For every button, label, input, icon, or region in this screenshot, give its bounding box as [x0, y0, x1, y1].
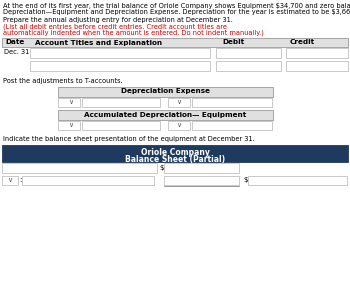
Bar [164, 176, 239, 185]
Text: Debit: Debit [222, 39, 244, 46]
Text: Indicate the balance sheet presentation of the equipment at December 31.: Indicate the balance sheet presentation … [3, 136, 255, 142]
Bar [2, 145, 348, 162]
Bar [58, 87, 273, 97]
Text: Date: Date [5, 39, 24, 46]
Bar [168, 121, 190, 130]
Text: Account Titles and Explanation: Account Titles and Explanation [35, 39, 162, 46]
Text: automatically indented when the amount is entered. Do not indent manually.): automatically indented when the amount i… [3, 29, 264, 35]
Text: ∨: ∨ [176, 99, 182, 105]
Bar [168, 98, 190, 107]
Bar [2, 176, 18, 185]
Bar [82, 121, 160, 130]
Text: ∨: ∨ [69, 99, 74, 105]
Text: Post the adjustments to T-accounts.: Post the adjustments to T-accounts. [3, 78, 123, 84]
Bar [82, 98, 160, 107]
Text: At the end of its first year, the trial balance of Oriole Company shows Equipmen: At the end of its first year, the trial … [3, 3, 350, 9]
Bar [216, 48, 281, 58]
Bar [164, 163, 239, 173]
Bar [248, 176, 347, 185]
Text: Dec. 31: Dec. 31 [4, 49, 29, 55]
Text: $: $ [159, 165, 163, 171]
Bar [216, 61, 281, 71]
Bar [58, 110, 273, 120]
Text: (List all debit entries before credit entries. Credit account titles are: (List all debit entries before credit en… [3, 23, 227, 30]
Bar [2, 163, 157, 173]
Bar [30, 48, 210, 58]
Text: ∨: ∨ [69, 122, 74, 128]
Text: Accumulated Depreciation— Equipment: Accumulated Depreciation— Equipment [84, 111, 247, 117]
Bar [22, 176, 154, 185]
Bar [192, 121, 272, 130]
Bar [58, 121, 80, 130]
Text: $: $ [243, 177, 247, 183]
Bar [58, 98, 80, 107]
Bar [286, 48, 348, 58]
Bar [286, 61, 348, 71]
Bar [2, 38, 348, 47]
Text: Oriole Company: Oriole Company [141, 148, 209, 157]
Text: :: : [19, 177, 21, 183]
Bar [30, 61, 210, 71]
Text: ∨: ∨ [176, 122, 182, 128]
Text: ∨: ∨ [7, 177, 13, 183]
Text: Depreciation Expense: Depreciation Expense [121, 88, 210, 95]
Text: Prepare the annual adjusting entry for depreciation at December 31.: Prepare the annual adjusting entry for d… [3, 17, 235, 23]
Bar [192, 98, 272, 107]
Text: Depreciation—Equipment and Depreciation Expense. Depreciation for the year is es: Depreciation—Equipment and Depreciation … [3, 9, 350, 15]
Text: Credit: Credit [290, 39, 315, 46]
Text: Balance Sheet (Partial): Balance Sheet (Partial) [125, 155, 225, 164]
